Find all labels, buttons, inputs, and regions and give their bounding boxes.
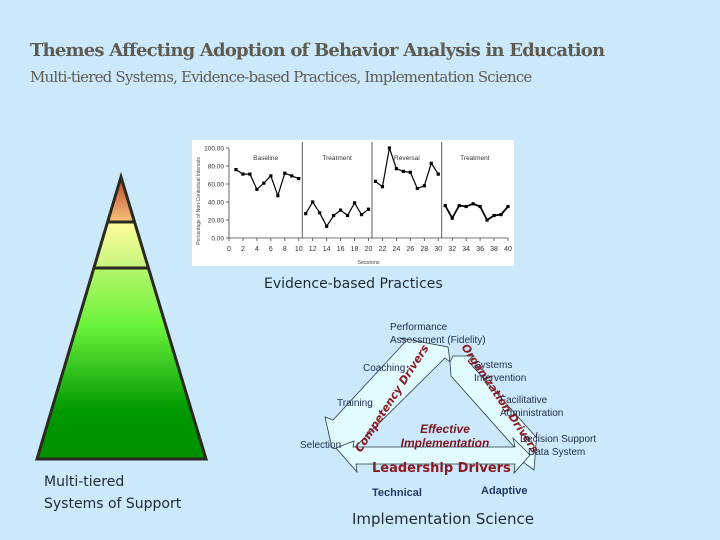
- svg-text:24: 24: [393, 246, 401, 253]
- svg-text:22: 22: [379, 246, 387, 253]
- left-item-selection: Selection: [300, 440, 342, 451]
- effective-implementation-line2: Implementation: [400, 436, 490, 450]
- svg-text:4: 4: [255, 246, 259, 253]
- svg-text:40.00: 40.00: [208, 200, 225, 207]
- svg-text:Treatment: Treatment: [322, 155, 352, 162]
- svg-text:60.00: 60.00: [208, 182, 225, 189]
- svg-text:Baseline: Baseline: [253, 155, 278, 162]
- right-item-facilitative-line1: Facilitative: [500, 395, 548, 406]
- svg-text:0: 0: [227, 246, 231, 253]
- mtss-label-line1: Multi-tiered: [44, 474, 125, 490]
- svg-text:20: 20: [365, 246, 373, 253]
- pyramid-tier-1: [37, 268, 206, 459]
- svg-text:16: 16: [337, 246, 345, 253]
- svg-text:14: 14: [323, 246, 331, 253]
- left-item-coaching: Coaching: [363, 363, 406, 374]
- svg-text:Sessions: Sessions: [357, 260, 380, 266]
- svg-text:12: 12: [309, 246, 317, 253]
- right-item-decision-line1: Decision Support: [520, 434, 597, 445]
- svg-text:32: 32: [448, 246, 456, 253]
- svg-text:Reversal: Reversal: [394, 155, 420, 162]
- right-item-systems-line1: Systems: [474, 360, 513, 371]
- svg-text:Percentage of Non-Contextual I: Percentage of Non-Contextual Intervals: [196, 157, 202, 245]
- pyramid-tier-2: [95, 222, 148, 268]
- effective-implementation-line1: Effective: [420, 422, 470, 436]
- right-item-systems-line2: Intervention: [474, 373, 527, 384]
- leadership-drivers-arrow: [335, 436, 531, 475]
- slide-title: Themes Affecting Adoption of Behavior An…: [30, 40, 605, 61]
- mtss-label-line2: Systems of Support: [44, 496, 182, 512]
- slide-subtitle: Multi-tiered Systems, Evidence-based Pra…: [30, 68, 532, 86]
- svg-text:6: 6: [269, 246, 273, 253]
- svg-text:10: 10: [295, 246, 303, 253]
- svg-text:36: 36: [476, 246, 484, 253]
- mtss-pyramid: [34, 171, 209, 461]
- adaptive-label: Adaptive: [481, 485, 528, 497]
- svg-text:Treatment: Treatment: [460, 155, 490, 162]
- technical-label: Technical: [372, 487, 422, 499]
- svg-text:38: 38: [490, 246, 498, 253]
- svg-text:18: 18: [351, 246, 359, 253]
- svg-text:28: 28: [420, 246, 428, 253]
- right-item-facilitative-line2: Administration: [500, 408, 564, 419]
- implementation-science-label: Implementation Science: [352, 510, 535, 528]
- pyramid-tier-3: [109, 177, 134, 222]
- svg-text:26: 26: [406, 246, 414, 253]
- svg-text:2: 2: [241, 246, 245, 253]
- performance-assessment-line1: Performance: [390, 322, 448, 333]
- single-case-design-chart: 0.00 20.00 40.00 60.00 80.00 100.00 0 2 4 6 8 10 12 1…: [192, 140, 514, 266]
- svg-text:40: 40: [504, 246, 512, 253]
- left-item-training: Training: [337, 398, 373, 409]
- svg-text:80.00: 80.00: [208, 164, 225, 171]
- svg-text:20.00: 20.00: [208, 218, 225, 225]
- svg-text:34: 34: [462, 246, 470, 253]
- evidence-based-practices-label: Evidence-based Practices: [264, 276, 443, 292]
- svg-text:100.00: 100.00: [204, 146, 224, 153]
- right-item-decision-line2: Data System: [528, 447, 586, 458]
- svg-text:8: 8: [283, 246, 287, 253]
- svg-text:30: 30: [434, 246, 442, 253]
- leadership-drivers-label: Leadership Drivers: [372, 461, 511, 476]
- implementation-triangle: [324, 337, 538, 475]
- svg-text:0.00: 0.00: [211, 236, 224, 243]
- performance-assessment-line2: Assessment (Fidelity): [390, 335, 486, 346]
